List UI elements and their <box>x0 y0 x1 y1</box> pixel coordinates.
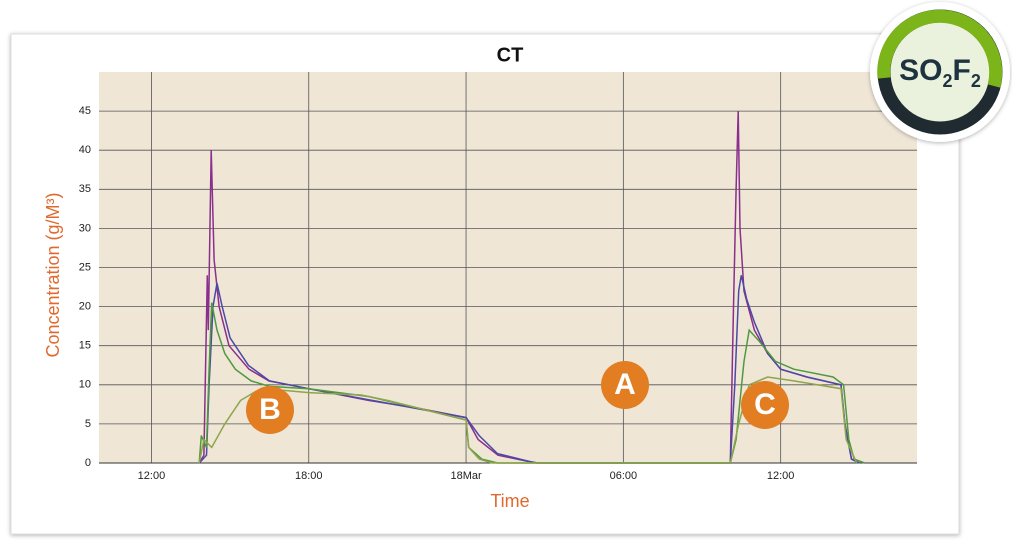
badge-text: SO2F2 <box>899 54 981 91</box>
badge-part: F <box>953 54 971 87</box>
annotation-marker <box>246 386 294 434</box>
y-tick-label: 5 <box>85 418 91 430</box>
x-axis-label: Time <box>490 491 529 511</box>
y-tick-label: 15 <box>79 340 91 352</box>
chart-title: CT <box>497 44 524 66</box>
y-tick-label: 40 <box>79 144 91 156</box>
x-tick-label: 06:00 <box>610 470 638 482</box>
badge-part: 2 <box>943 71 953 91</box>
grid: 0 5 10 15 20 25 30 35 40 45 12:00 18:00 18Mar 06:00 12… <box>79 72 917 482</box>
y-tick-label: 0 <box>85 457 91 469</box>
y-tick-label: 20 <box>79 301 91 313</box>
badge: SO2F2 <box>870 2 1010 142</box>
y-tick-label: 45 <box>79 105 91 117</box>
badge-part: 2 <box>971 71 981 91</box>
badge-part: SO <box>899 54 942 87</box>
series-line <box>198 376 858 464</box>
annotation-marker <box>601 361 649 409</box>
x-tick-label: 12:00 <box>138 470 166 482</box>
annotation-label: C <box>754 388 776 421</box>
lines <box>198 111 865 464</box>
x-tick-label: 18Mar <box>450 470 482 482</box>
y-tick-label: 35 <box>79 183 91 195</box>
y-tick-label: 25 <box>79 261 91 273</box>
x-tick-label: 18:00 <box>295 470 323 482</box>
y-tick-label: 30 <box>79 222 91 234</box>
annotations: A B C <box>246 361 789 434</box>
annotation-marker <box>741 381 789 429</box>
series-line <box>198 275 860 464</box>
y-tick-label: 10 <box>79 379 91 391</box>
badge-arc <box>877 9 1003 88</box>
x-tick-label: 12:00 <box>767 470 795 482</box>
annotation-label: A <box>614 368 636 401</box>
y-axis-label: Concentration (g/M³) <box>43 192 63 357</box>
annotation-label: B <box>259 393 281 426</box>
